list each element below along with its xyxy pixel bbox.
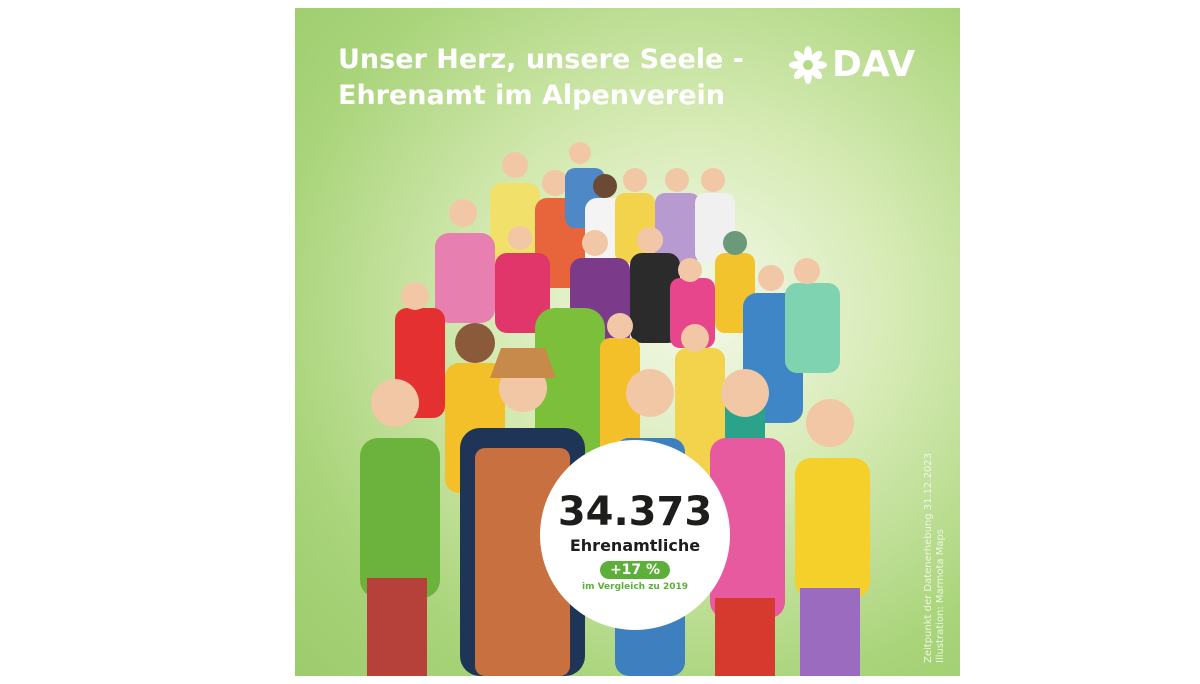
people-back-row [395,142,840,423]
stat-value: 34.373 [557,489,713,535]
logo-text: DAV [832,44,916,85]
illustration-credit: Illustration: Marmota Maps [935,528,946,663]
credits: Zeitpunkt der Datenerhebung 31.12.2023 I… [923,453,947,663]
comparison-text: im Vergleich zu 2019 [581,582,689,592]
stat-circle: 34.373 Ehrenamtliche +17 % im Vergleich … [540,440,730,630]
data-date-note: Zeitpunkt der Datenerhebung 31.12.2023 [923,452,934,663]
dav-logo: DAV [788,44,915,85]
page-title: Unser Herz, unsere Seele - Ehrenamt im A… [338,42,744,114]
title-line-2: Ehrenamt im Alpenverein [338,80,725,111]
change-badge: +17 % [599,561,671,579]
infographic-card: Unser Herz, unsere Seele - Ehrenamt im A… [295,8,960,676]
stat-label: Ehrenamtliche [569,536,701,555]
title-line-1: Unser Herz, unsere Seele - [338,44,744,75]
edelweiss-icon [789,45,827,84]
